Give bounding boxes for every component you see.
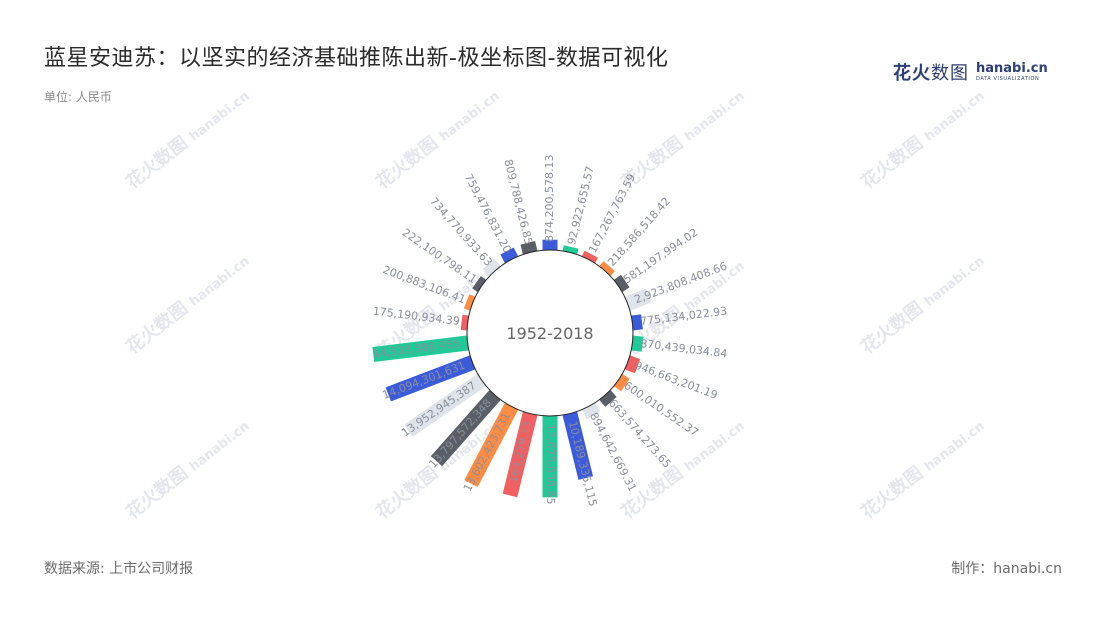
bar-value-label: 92,922,655.57 bbox=[565, 165, 597, 246]
polar-bar bbox=[581, 403, 601, 420]
polar-bar bbox=[430, 390, 501, 467]
svg-text:花火数图: 花火数图 bbox=[372, 132, 442, 194]
svg-text:花火数图: 花火数图 bbox=[857, 462, 927, 524]
unit-label: 单位: 人民币 bbox=[44, 90, 112, 104]
polar-bar bbox=[599, 261, 615, 276]
svg-text:花火数图: 花火数图 bbox=[122, 132, 192, 194]
center-circle bbox=[466, 249, 634, 417]
svg-text:花火数图: 花火数图 bbox=[122, 297, 192, 359]
polar-bar bbox=[542, 239, 558, 250]
bar-value-label: 809,788,426.85 bbox=[501, 158, 535, 246]
polar-bar bbox=[502, 411, 538, 498]
polar-bar bbox=[562, 411, 594, 480]
polar-bar bbox=[581, 250, 599, 263]
svg-text:hanabi.cn: hanabi.cn bbox=[922, 254, 988, 310]
polar-bar bbox=[520, 241, 538, 255]
polar-bar bbox=[385, 355, 476, 402]
svg-text:花火数图: 花火数图 bbox=[122, 462, 192, 524]
polar-bar bbox=[464, 403, 519, 487]
polar-bar bbox=[542, 416, 558, 498]
polar-bar bbox=[500, 247, 519, 263]
svg-text:hanabi.cn: hanabi.cn bbox=[922, 419, 988, 475]
data-source: 数据来源: 上市公司财报 bbox=[44, 561, 194, 577]
polar-bar bbox=[631, 335, 644, 352]
svg-text:hanabi.cn: hanabi.cn bbox=[437, 89, 503, 145]
credit-link[interactable]: 制作：hanabi.cn bbox=[951, 561, 1062, 577]
bar-value-label: 870,439,034.84 bbox=[640, 337, 728, 360]
bar-value-label: 164,279,73 bbox=[506, 420, 534, 484]
chart-title: 蓝星安迪苏：以坚实的经济基础推陈出新-极坐标图-数据可视化 bbox=[44, 46, 669, 71]
polar-bar bbox=[404, 373, 486, 437]
polar-bar bbox=[614, 373, 630, 392]
logo-chinese: 花火数图 bbox=[893, 63, 969, 84]
polar-bar bbox=[631, 314, 643, 331]
polar-bar bbox=[463, 294, 476, 311]
brand-logo[interactable]: 花火数图 hanabi.cn DATA VISUALIZATION bbox=[893, 60, 1048, 84]
center-label: 1952-2018 bbox=[506, 324, 593, 343]
svg-text:hanabi.cn: hanabi.cn bbox=[187, 89, 253, 145]
svg-text:花火数图: 花火数图 bbox=[372, 462, 442, 524]
polar-bar bbox=[562, 245, 579, 255]
svg-text:hanabi.cn: hanabi.cn bbox=[187, 419, 253, 475]
polar-bar bbox=[372, 335, 469, 362]
bar-value-label: 775,134,022.93 bbox=[639, 305, 727, 328]
svg-text:花火数图: 花火数图 bbox=[857, 297, 927, 359]
polar-bar bbox=[460, 314, 469, 331]
polar-bar bbox=[599, 390, 617, 407]
bar-value-label: 874,200,578.13 bbox=[543, 155, 556, 242]
logo-english: hanabi.cn DATA VISUALIZATION bbox=[976, 61, 1048, 82]
svg-text:hanabi.cn: hanabi.cn bbox=[922, 89, 988, 145]
svg-text:hanabi.cn: hanabi.cn bbox=[682, 89, 748, 145]
polar-bar bbox=[624, 288, 652, 311]
polar-bar bbox=[472, 276, 486, 293]
bar-value-label: 12,675,838,65 bbox=[544, 424, 557, 504]
bar-layer bbox=[372, 239, 652, 498]
polar-bar bbox=[483, 258, 501, 276]
bar-value-label: 10,189,335,115 bbox=[566, 420, 600, 508]
svg-text:花火数图: 花火数图 bbox=[857, 132, 927, 194]
svg-text:hanabi.cn: hanabi.cn bbox=[187, 254, 253, 310]
polar-bar bbox=[614, 274, 630, 293]
